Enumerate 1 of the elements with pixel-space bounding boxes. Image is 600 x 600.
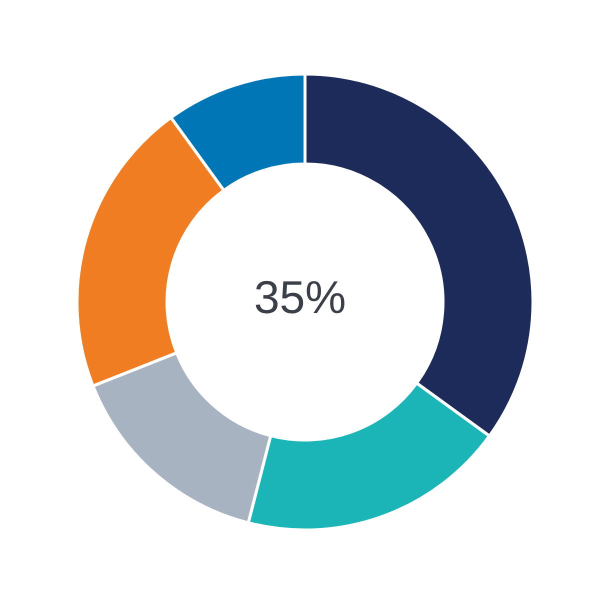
text: 35% [254,271,346,323]
